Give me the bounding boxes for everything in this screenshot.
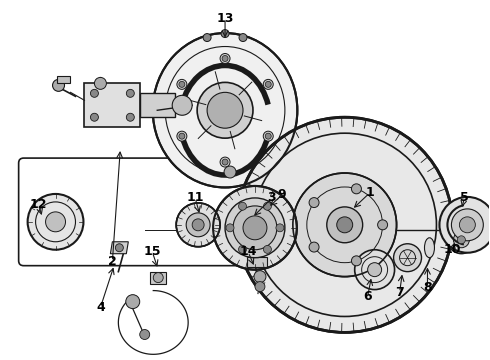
Circle shape bbox=[213, 186, 297, 270]
Circle shape bbox=[179, 133, 185, 139]
Circle shape bbox=[224, 166, 236, 178]
Circle shape bbox=[378, 220, 388, 230]
Circle shape bbox=[177, 80, 187, 89]
Circle shape bbox=[91, 89, 98, 97]
Text: 15: 15 bbox=[144, 245, 161, 258]
Circle shape bbox=[447, 226, 475, 254]
Circle shape bbox=[460, 217, 475, 233]
Circle shape bbox=[457, 236, 465, 244]
Ellipse shape bbox=[424, 238, 435, 258]
Circle shape bbox=[309, 198, 319, 208]
Circle shape bbox=[237, 117, 452, 332]
Circle shape bbox=[115, 244, 123, 252]
Circle shape bbox=[351, 256, 362, 266]
Text: 10: 10 bbox=[443, 243, 461, 256]
Circle shape bbox=[276, 224, 284, 232]
Circle shape bbox=[221, 30, 229, 37]
Circle shape bbox=[46, 212, 66, 232]
Circle shape bbox=[263, 80, 273, 89]
Circle shape bbox=[95, 77, 106, 89]
Circle shape bbox=[264, 246, 271, 253]
Polygon shape bbox=[110, 242, 128, 254]
Circle shape bbox=[293, 173, 396, 276]
Circle shape bbox=[197, 82, 253, 138]
Circle shape bbox=[172, 95, 192, 115]
Circle shape bbox=[192, 219, 204, 231]
Circle shape bbox=[179, 81, 185, 87]
Circle shape bbox=[126, 89, 134, 97]
Text: 13: 13 bbox=[217, 12, 234, 25]
Bar bbox=[140, 93, 175, 117]
Circle shape bbox=[140, 329, 150, 339]
Circle shape bbox=[203, 33, 211, 41]
Circle shape bbox=[264, 202, 271, 210]
Circle shape bbox=[263, 131, 273, 141]
Circle shape bbox=[265, 133, 271, 139]
Text: 7: 7 bbox=[395, 286, 404, 299]
Circle shape bbox=[91, 113, 98, 121]
Circle shape bbox=[220, 54, 230, 63]
Circle shape bbox=[355, 250, 394, 289]
Text: 14: 14 bbox=[239, 245, 257, 258]
Circle shape bbox=[337, 217, 353, 233]
Text: 3: 3 bbox=[268, 192, 276, 204]
Circle shape bbox=[243, 216, 267, 240]
Bar bbox=[84, 84, 140, 127]
Circle shape bbox=[368, 263, 382, 276]
Text: 8: 8 bbox=[423, 281, 432, 294]
Circle shape bbox=[226, 224, 234, 232]
Circle shape bbox=[153, 273, 163, 283]
Circle shape bbox=[255, 282, 265, 292]
Bar bbox=[247, 257, 267, 267]
Circle shape bbox=[239, 246, 246, 253]
Circle shape bbox=[309, 242, 319, 252]
Circle shape bbox=[453, 232, 469, 248]
Circle shape bbox=[393, 244, 421, 272]
Circle shape bbox=[176, 203, 220, 247]
Circle shape bbox=[126, 295, 140, 309]
Circle shape bbox=[186, 213, 210, 237]
Circle shape bbox=[233, 206, 277, 250]
Circle shape bbox=[239, 33, 247, 41]
Circle shape bbox=[440, 197, 490, 253]
Circle shape bbox=[126, 113, 134, 121]
Circle shape bbox=[265, 81, 271, 87]
Circle shape bbox=[52, 80, 65, 91]
Circle shape bbox=[222, 55, 228, 62]
Circle shape bbox=[27, 194, 83, 250]
Circle shape bbox=[220, 157, 230, 167]
Circle shape bbox=[207, 92, 243, 128]
Text: 9: 9 bbox=[277, 188, 286, 202]
Ellipse shape bbox=[153, 33, 297, 188]
Bar bbox=[56, 76, 71, 84]
Circle shape bbox=[327, 207, 363, 243]
Bar bbox=[150, 272, 166, 284]
Circle shape bbox=[222, 159, 228, 165]
Text: 5: 5 bbox=[460, 192, 469, 204]
Circle shape bbox=[225, 198, 285, 258]
Text: 2: 2 bbox=[108, 255, 117, 268]
Text: 11: 11 bbox=[186, 192, 204, 204]
Circle shape bbox=[451, 209, 483, 241]
Circle shape bbox=[351, 184, 362, 194]
Text: 1: 1 bbox=[365, 186, 374, 199]
Text: 12: 12 bbox=[30, 198, 48, 211]
Text: 6: 6 bbox=[364, 290, 372, 303]
Circle shape bbox=[177, 131, 187, 141]
Text: 4: 4 bbox=[96, 301, 105, 314]
Circle shape bbox=[254, 271, 266, 283]
Circle shape bbox=[239, 202, 246, 210]
